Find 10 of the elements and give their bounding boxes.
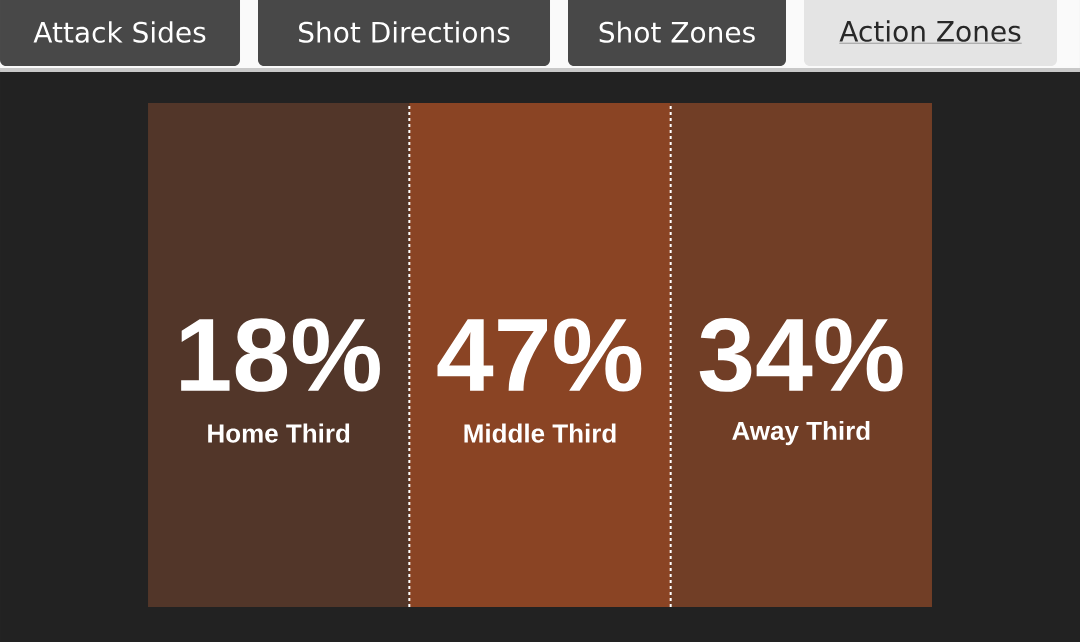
data-label: 18% [181,318,380,392]
text: Shot Zones [599,21,755,43]
data-label: 47% [437,318,642,392]
text: Attack Sides [33,21,206,43]
category-label: Away Third [732,420,870,446]
data-label: 34% [699,318,903,392]
category-label: Middle Third [464,423,616,443]
text: Shot Directions [299,21,510,43]
category-label: Home Third [208,423,350,443]
text: Action Zones [839,20,1021,42]
